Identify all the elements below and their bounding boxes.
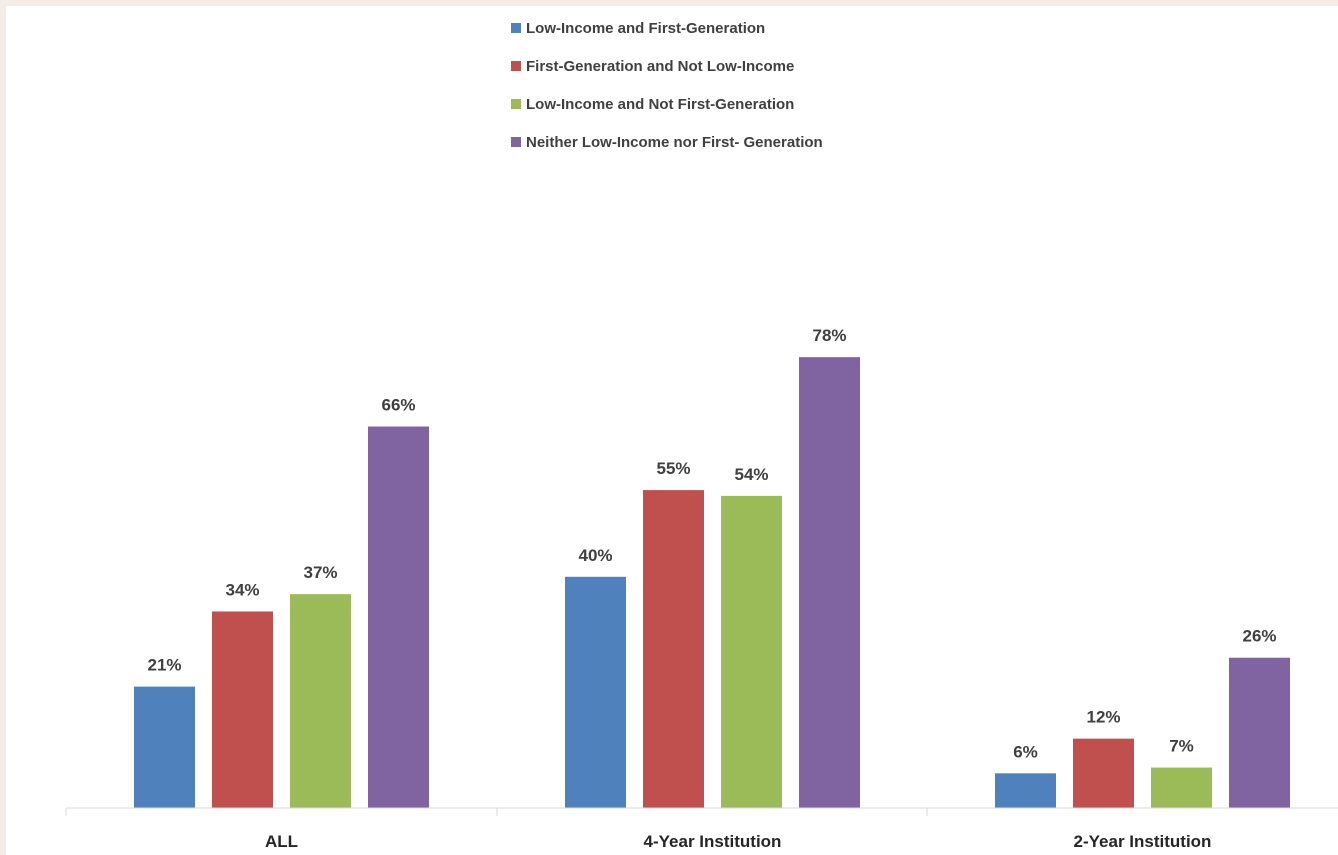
data-label: 7% (1169, 737, 1194, 756)
bar (1151, 767, 1212, 808)
bar (134, 686, 195, 808)
bars: 21% 34% 37% 66% 40% 55% 54% 78% 6% 12% 7% 26% (134, 326, 1290, 808)
x-axis: ALL 4-Year Institution 2-Year Institution (65, 807, 1338, 851)
chart-frame: Low-Income and First-Generation First-Gen… (6, 6, 1338, 855)
legend-entry: Low-Income and First-Generation (526, 20, 765, 37)
legend-swatch (511, 137, 521, 147)
bar (643, 490, 704, 808)
legend-swatch (511, 99, 521, 109)
bar (799, 357, 860, 808)
legend: Low-Income and First-Generation First-Gen… (511, 20, 823, 151)
data-label: 40% (578, 546, 612, 565)
data-label: 37% (303, 563, 337, 582)
legend-entry: First-Generation and Not Low-Income (526, 58, 794, 75)
data-label: 12% (1086, 708, 1120, 727)
x-tick-label: 2-Year Institution (1074, 832, 1212, 851)
data-label: 21% (147, 656, 181, 675)
x-tick-label: ALL (265, 832, 298, 851)
bar (721, 495, 782, 808)
data-label: 34% (225, 580, 259, 599)
legend-swatch (511, 61, 521, 71)
bar (212, 611, 273, 808)
data-label: 6% (1013, 742, 1038, 761)
data-label: 55% (656, 459, 690, 478)
bar (368, 426, 429, 808)
bar (290, 594, 351, 808)
x-tick-label: 4-Year Institution (644, 832, 782, 851)
data-label: 26% (1242, 627, 1276, 646)
legend-entry: Low-Income and Not First-Generation (526, 96, 794, 113)
legend-swatch (511, 23, 521, 33)
bar (1073, 738, 1134, 808)
data-label: 78% (812, 326, 846, 345)
data-label: 54% (734, 465, 768, 484)
legend-entry: Neither Low-Income nor First- Generation (526, 134, 823, 151)
bar (995, 773, 1056, 808)
bar (565, 576, 626, 808)
data-label: 66% (381, 396, 415, 415)
bar-chart: Low-Income and First-Generation First-Gen… (65, 20, 1338, 851)
bar (1229, 657, 1290, 808)
